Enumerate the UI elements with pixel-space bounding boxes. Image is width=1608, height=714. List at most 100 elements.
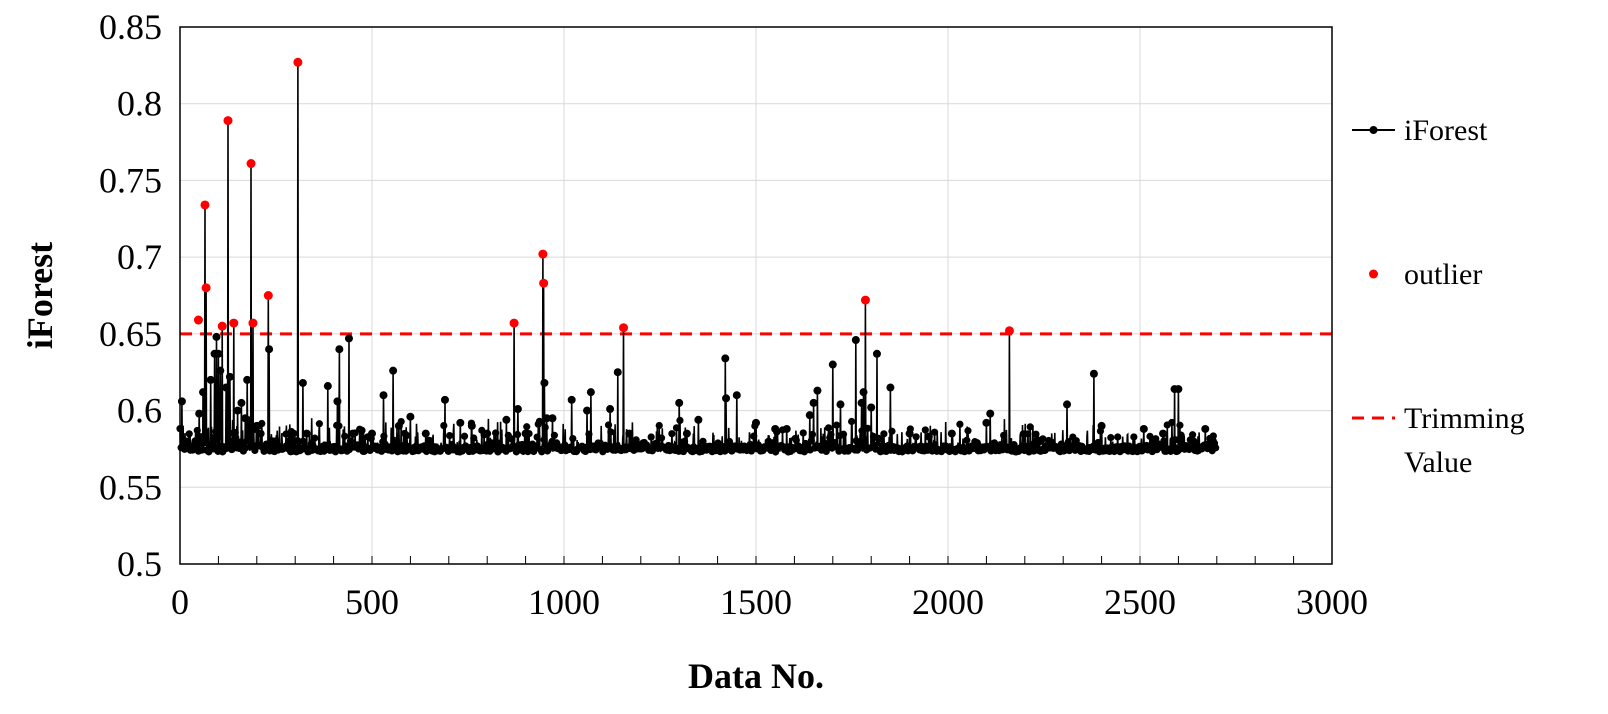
iforest-peak-point — [225, 372, 234, 381]
iforest-peak-point — [851, 335, 860, 344]
iforest-point — [607, 428, 615, 436]
iforest-peak-point — [982, 418, 991, 427]
iforest-point — [750, 432, 758, 440]
iforest-point — [973, 439, 981, 447]
outlier-point — [193, 315, 203, 325]
iforest-peak-point — [1208, 437, 1217, 446]
iforest-peak-point — [586, 388, 595, 397]
iforest-point — [1107, 434, 1115, 442]
iforest-point — [848, 417, 856, 426]
iforest-peak-point — [368, 429, 376, 438]
iforest-point — [541, 423, 549, 431]
iforest-point — [403, 431, 411, 440]
iforest-point — [358, 426, 366, 435]
iforest-peak-point — [394, 421, 403, 430]
x-tick-label: 2500 — [1104, 582, 1176, 622]
iforest-peak-point — [540, 378, 549, 387]
y-axis-title: iForest — [20, 242, 60, 349]
iforest-point — [193, 426, 201, 435]
plot-frame — [179, 26, 1333, 565]
iforest-peak-point — [456, 418, 465, 427]
legend-label-trimming: Trimming — [1404, 402, 1525, 435]
iforest-point — [1024, 430, 1032, 438]
iforest-point — [956, 420, 964, 428]
iforest-peak-point — [721, 354, 730, 363]
iforest-peak-point — [872, 349, 881, 358]
x-tick-label: 500 — [345, 582, 399, 622]
iforest-peak-point — [222, 383, 231, 392]
iforest-peak-point — [406, 412, 415, 421]
iforest-peak-point — [752, 418, 760, 427]
iforest-peak-point — [809, 398, 818, 407]
iforest-point — [523, 423, 531, 431]
iforest-peak-point — [1089, 369, 1098, 378]
iforest-point — [524, 448, 532, 456]
iforest-peak-point — [421, 429, 430, 438]
iforest-series — [176, 58, 1220, 456]
iforest-point — [335, 422, 343, 430]
iforest-peak-point — [859, 388, 868, 397]
iforest-peak-point — [245, 421, 254, 430]
outlier-point — [246, 159, 256, 169]
iforest-point — [930, 428, 939, 436]
outlier-point — [1004, 326, 1014, 336]
outlier-point — [539, 278, 549, 288]
iforest-peak-point — [243, 375, 252, 384]
iforest-point — [213, 429, 221, 437]
iforest-peak-point — [1174, 385, 1183, 394]
legend-label-trimming: Value — [1404, 446, 1472, 479]
iforest-point — [1189, 431, 1197, 439]
iforest-peak-point — [199, 388, 208, 397]
iforest-peak-point — [542, 414, 551, 423]
iforest-peak-point — [782, 424, 791, 433]
iforest-peak-point — [867, 403, 876, 412]
x-tick-label: 0 — [171, 582, 189, 622]
iforest-point — [569, 435, 577, 443]
iforest-point — [833, 421, 841, 429]
iforest-point — [1039, 435, 1047, 443]
iforest-point — [839, 430, 848, 438]
outlier-point — [223, 116, 233, 126]
iforest-point — [964, 427, 972, 435]
iforest-peak-point — [216, 366, 225, 375]
iforest-point — [864, 424, 872, 432]
iforest-point — [492, 429, 500, 437]
iforest-peak-point — [241, 414, 250, 423]
iforest-point — [533, 433, 541, 441]
iforest-peak-point — [675, 398, 684, 407]
iforest-peak-point — [298, 378, 307, 387]
iforest-point — [346, 437, 355, 445]
iforest-peak-point — [947, 429, 956, 438]
iforest-peak-point — [625, 429, 634, 438]
iforest-peak-point — [1159, 429, 1168, 438]
iforest-point — [888, 427, 896, 435]
iforest-peak-point — [905, 429, 914, 438]
iforest-peak-point — [722, 394, 731, 403]
iforest-point — [921, 426, 929, 434]
iforest-peak-point — [986, 409, 995, 418]
iforest-point — [647, 433, 655, 441]
y-tick-label: 0.6 — [117, 391, 162, 431]
iforest-peak-point — [272, 437, 280, 446]
iforest-point — [858, 427, 866, 435]
y-axis-ticks: 0.5 0.55 0.6 0.65 0.7 0.75 0.8 0.85 — [99, 7, 162, 584]
iforest-point — [341, 432, 349, 440]
iforest-point — [1114, 433, 1122, 441]
iforest-point — [824, 424, 833, 432]
iforest-peak-point — [924, 432, 933, 441]
iforest-point — [440, 421, 448, 430]
iforest-point — [880, 430, 888, 438]
outlier-point — [229, 318, 239, 328]
iforest-point — [1026, 423, 1034, 431]
iforest-point — [201, 436, 209, 444]
x-axis-ticks: 0 500 1000 1500 2000 2500 3000 — [171, 582, 1368, 622]
iforest-point — [672, 424, 681, 432]
iforest-point — [792, 436, 800, 444]
iforest-peak-point — [1063, 400, 1072, 409]
iforest-peak-point — [771, 424, 780, 433]
iforest-point — [657, 434, 666, 442]
iforest-point — [1171, 436, 1179, 444]
iforest-point — [1176, 421, 1184, 429]
iforest-peak-point — [521, 429, 530, 438]
iforest-point — [1130, 433, 1138, 441]
